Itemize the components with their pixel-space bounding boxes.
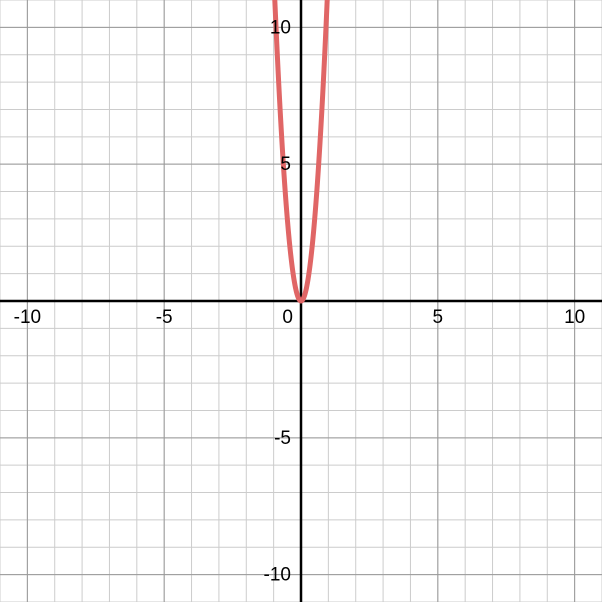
y-tick-label: -5 xyxy=(274,428,291,449)
y-tick-label: -10 xyxy=(264,565,291,586)
x-tick-label: -10 xyxy=(14,307,41,328)
x-tick-label: 10 xyxy=(564,307,585,328)
x-tick-label: 0 xyxy=(282,307,293,328)
x-tick-label: 5 xyxy=(433,307,444,328)
coordinate-plane-chart: -10 -5 0 5 10 -10 -5 5 10 xyxy=(0,0,602,602)
y-tick-label: 5 xyxy=(280,154,291,175)
y-tick-label: 10 xyxy=(270,17,291,38)
x-tick-label: -5 xyxy=(156,307,173,328)
